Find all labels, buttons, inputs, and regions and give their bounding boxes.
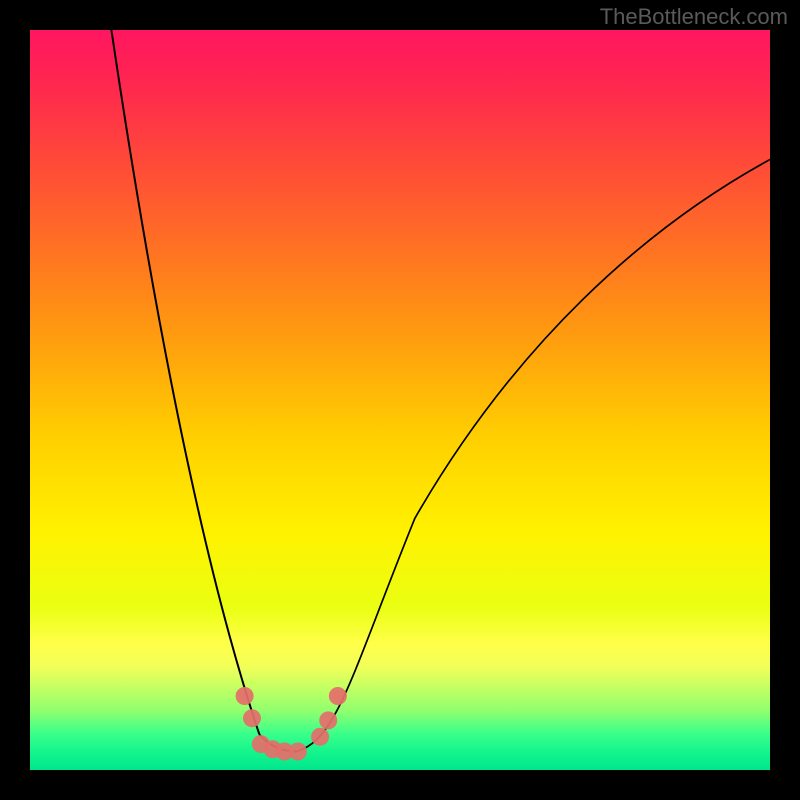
data-marker	[236, 687, 254, 705]
chart-plot-area	[30, 30, 770, 770]
data-marker	[289, 743, 307, 761]
data-marker	[311, 728, 329, 746]
data-marker	[329, 687, 347, 705]
canvas-outer: TheBottleneck.com	[0, 0, 800, 800]
watermark-text: TheBottleneck.com	[600, 4, 788, 30]
data-marker	[319, 711, 337, 729]
chart-background	[30, 30, 770, 770]
data-marker	[243, 709, 261, 727]
